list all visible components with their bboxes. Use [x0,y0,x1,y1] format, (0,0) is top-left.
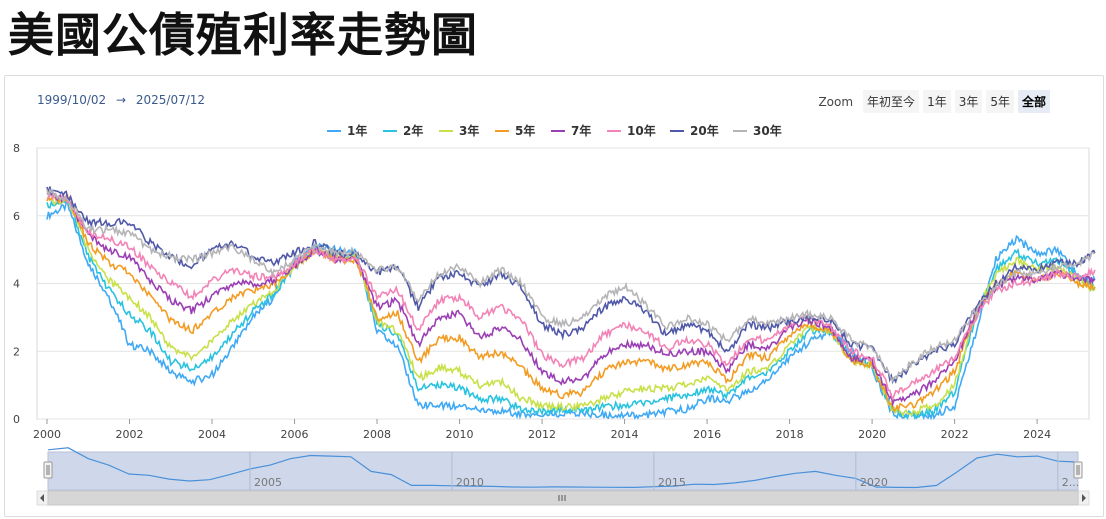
legend-label: 2年 [403,123,423,138]
series-line-1年[interactable] [46,201,1096,421]
legend-label: 7年 [571,123,591,138]
series-line-10年[interactable] [46,190,1096,401]
x-tick-label: 2006 [281,428,309,441]
x-tick-label: 2022 [941,428,969,441]
navigator-year-label: 2020 [860,476,888,489]
zoom-3y-button[interactable]: 3年 [954,90,983,113]
grid-lines [36,147,1090,420]
navigator: 2005 2010 2015 2020 2... [36,447,1090,506]
zoom-label: Zoom [818,94,854,109]
x-tick-label: 2012 [528,428,556,441]
navigator-right-handle[interactable] [1073,461,1083,479]
navigator-year-label: 2005 [254,476,282,489]
x-tick-label: 2024 [1023,428,1051,441]
x-tick-label: 2016 [693,428,721,441]
navigator-year-label: 2... [1062,476,1080,489]
navigator-left-handle[interactable] [43,461,53,479]
legend: 1年 2年 3年 5年 7年 10年 20年 30年 [327,123,782,138]
series-line-2年[interactable] [46,195,1096,420]
navigator-year-label: 2010 [456,476,484,489]
legend-item[interactable]: 3年 [439,123,479,138]
series-line-30年[interactable] [46,187,1096,383]
y-tick-label: 6 [13,210,20,223]
zoom-1y-button[interactable]: 1年 [923,90,951,113]
series-line-3年[interactable] [46,194,1096,418]
axes: 0 2 4 6 8 2000 2002 2004 2006 2008 2010 2012 2014 201… [13,142,1051,441]
navigator-year-label: 2015 [658,476,686,489]
x-tick-label: 2014 [611,428,639,441]
legend-label: 10年 [627,123,656,138]
legend-item[interactable]: 30年 [733,123,782,138]
legend-label: 30年 [753,123,782,138]
scroll-left-icon[interactable] [40,494,44,502]
range-from[interactable]: 1999/10/02 [37,93,107,107]
legend-label: 1年 [347,123,367,138]
y-tick-label: 8 [13,142,20,155]
range-arrow: → [116,93,127,107]
legend-item[interactable]: 1年 [327,123,367,138]
x-tick-label: 2000 [33,428,61,441]
zoom-bar: Zoom 年初至今 1年 3年 5年 全部 [818,90,1050,113]
x-tick-label: 2010 [446,428,474,441]
legend-item[interactable]: 2年 [383,123,423,138]
legend-label: 3年 [459,123,479,138]
navigator-window[interactable] [47,451,1079,491]
series-line-5年[interactable] [46,193,1096,413]
x-tick-label: 2018 [776,428,804,441]
y-tick-label: 0 [13,413,20,426]
range-to[interactable]: 2025/07/12 [135,93,206,107]
x-tick-label: 2004 [198,428,226,441]
series-line-7年[interactable] [46,191,1096,408]
y-tick-label: 4 [13,278,20,291]
legend-label: 5年 [515,123,535,138]
date-range-label: 1999/10/02 → 2025/07/12 [37,93,205,107]
y-tick-label: 2 [13,345,20,358]
zoom-5y-button[interactable]: 5年 [986,90,1014,113]
legend-item[interactable]: 5年 [495,123,535,138]
zoom-ytd-button[interactable]: 年初至今 [863,90,920,113]
navigator-series [47,447,1075,489]
series-line-20年[interactable] [46,186,1096,385]
x-tick-label: 2008 [363,428,391,441]
legend-item[interactable]: 10年 [607,123,656,138]
scroll-right-icon[interactable] [1082,494,1086,502]
legend-item[interactable]: 20年 [670,123,719,138]
legend-item[interactable]: 7年 [551,123,591,138]
x-tick-label: 2002 [116,428,144,441]
scrollbar-thumb[interactable] [47,490,1079,506]
x-tick-label: 2020 [858,428,886,441]
legend-label: 20年 [690,123,719,138]
series-layer [46,186,1096,421]
zoom-all-button[interactable]: 全部 [1017,90,1050,113]
page-title: 美國公債殖利率走勢圖 [8,8,478,62]
